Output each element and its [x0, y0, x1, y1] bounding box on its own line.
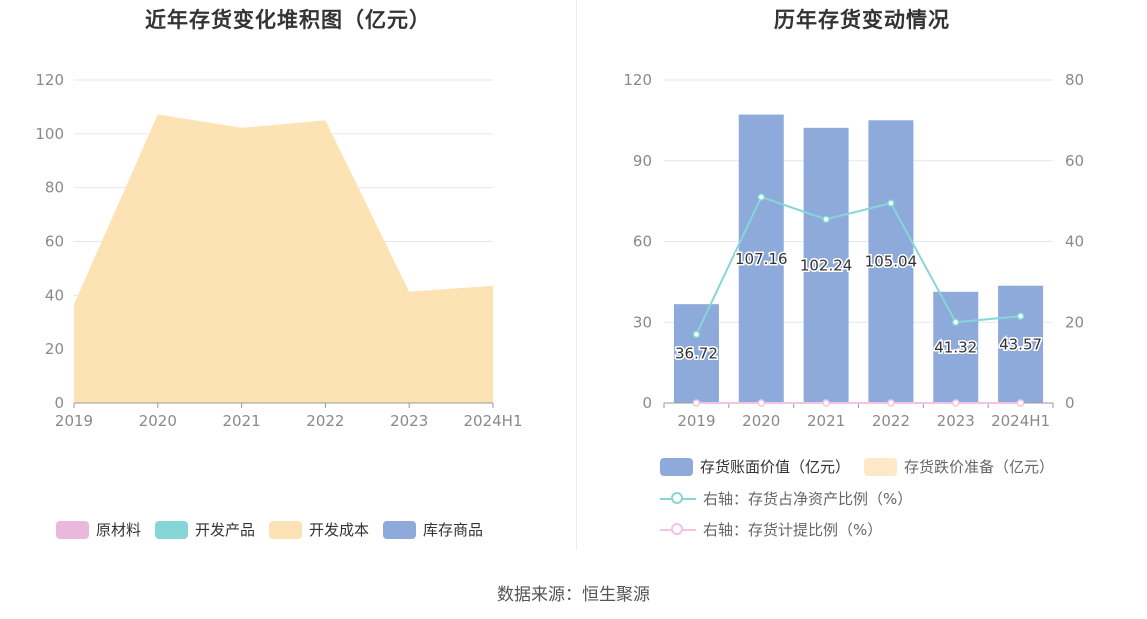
x-tick-label: 2023 [390, 412, 428, 430]
legend-label: 原材料 [96, 521, 142, 539]
legend-item-net-asset-ratio[interactable]: 右轴：存货占净资产比例（%） [660, 488, 912, 509]
right-chart-panel: 历年存货变动情况 0 30 60 90 120 0 20 40 60 80 2019 2020 2021… [577, 0, 1147, 550]
legend-swatch [56, 520, 89, 539]
x-tick-label: 2021 [223, 412, 261, 430]
line-point [757, 399, 765, 407]
panel-divider [576, 0, 577, 550]
line-point [822, 399, 830, 407]
y-left-tick-label: 0 [642, 394, 652, 412]
right-chart-title: 历年存货变动情况 [774, 8, 950, 32]
legend-item-provision-ratio[interactable]: 右轴：存货计提比例（%） [660, 519, 882, 540]
x-tick-label: 2024H1 [464, 412, 523, 430]
line-point [1016, 312, 1025, 320]
line-point [692, 399, 701, 407]
y-right-tick-label: 60 [1065, 152, 1084, 170]
line-point [887, 399, 895, 407]
legend-label: 右轴：存货计提比例（%） [703, 521, 883, 539]
bar-data-label: 107.16 [735, 250, 788, 268]
bar-data-label: 102.24 [800, 256, 853, 274]
line-point [887, 199, 895, 207]
bar [738, 114, 784, 403]
y-tick-label: 60 [45, 233, 64, 251]
x-tick-label: 2022 [872, 412, 910, 430]
data-source-footer: 数据来源：恒生聚源 [497, 585, 650, 605]
left-chart-legend: 原材料 开发产品 开发成本 库存商品 [56, 519, 497, 540]
line-point [952, 399, 960, 407]
left-chart-panel: 近年存货变化堆积图（亿元） 0 20 40 60 80 100 120 2019 2020 202… [0, 0, 576, 550]
y-tick-label: 80 [45, 179, 64, 197]
y-left-tick-label: 30 [633, 313, 652, 331]
legend-label: 库存商品 [423, 521, 484, 539]
y-left-tick-label: 120 [623, 71, 652, 89]
legend-swatch [660, 457, 693, 476]
y-right-tick-label: 40 [1065, 233, 1084, 251]
area-series-开发成本 [74, 114, 493, 403]
y-tick-label: 100 [35, 125, 64, 143]
line-point [952, 318, 960, 326]
right-legend-row-3: 右轴：存货计提比例（%） [660, 519, 896, 540]
legend-label: 存货跌价准备（亿元） [904, 458, 1055, 476]
right-legend-row-2: 右轴：存货占净资产比例（%） [660, 488, 926, 509]
y-tick-label: 120 [35, 71, 64, 89]
line-series [695, 195, 1021, 335]
y-tick-label: 20 [45, 340, 64, 358]
legend-label: 右轴：存货占净资产比例（%） [703, 490, 913, 508]
y-right-tick-label: 20 [1065, 313, 1084, 331]
bar-data-label: 43.57 [999, 335, 1042, 353]
legend-item-development-cost[interactable]: 开发成本 [269, 519, 369, 540]
x-tick-label: 2022 [306, 412, 344, 430]
legend-line-swatch [660, 490, 696, 508]
y-tick-label: 0 [54, 394, 64, 412]
legend-line-swatch [660, 521, 696, 539]
bar-data-label: 105.04 [865, 253, 918, 271]
legend-item-impairment[interactable]: 存货跌价准备（亿元） [864, 456, 1054, 477]
bar-data-label: 41.32 [934, 338, 977, 356]
y-right-tick-label: 0 [1065, 394, 1075, 412]
line-point [822, 215, 830, 224]
bar [933, 291, 979, 403]
y-left-tick-label: 60 [633, 233, 652, 251]
x-tick-label: 2021 [807, 412, 845, 430]
legend-item-inventory-goods[interactable]: 库存商品 [383, 519, 483, 540]
legend-label: 开发成本 [309, 521, 370, 539]
legend-swatch [383, 520, 417, 539]
y-right-tick-label: 80 [1065, 71, 1084, 89]
y-left-tick-label: 90 [633, 152, 652, 170]
bar [673, 304, 719, 403]
bar [998, 285, 1044, 403]
line-point [692, 330, 701, 339]
legend-swatch [155, 520, 189, 539]
legend-item-raw-materials[interactable]: 原材料 [56, 519, 141, 540]
legend-swatch [864, 457, 898, 476]
x-tick-label: 2024H1 [991, 412, 1050, 430]
legend-item-developed-products[interactable]: 开发产品 [155, 519, 255, 540]
x-tick-label: 2020 [139, 412, 177, 430]
line-point [1016, 399, 1025, 407]
left-chart-svg: 0 20 40 60 80 100 120 2019 2020 2021 2022 2023 2024H… [35, 71, 523, 430]
bar-data-label: 36.72 [675, 345, 718, 363]
y-tick-label: 40 [45, 286, 64, 304]
line-point [757, 193, 765, 201]
right-chart-svg: 0 30 60 90 120 0 20 40 60 80 2019 2020 2021 2022 2023 2… [623, 71, 1084, 430]
bar [803, 127, 849, 403]
legend-label: 开发产品 [195, 521, 256, 539]
legend-swatch [269, 520, 303, 539]
left-chart-title: 近年存货变化堆积图（亿元） [145, 8, 431, 32]
x-tick-label: 2020 [742, 412, 780, 430]
legend-label: 存货账面价值（亿元） [700, 458, 851, 476]
x-tick-label: 2023 [937, 412, 975, 430]
x-tick-label: 2019 [677, 412, 715, 430]
bar [868, 120, 914, 403]
x-tick-label: 2019 [55, 412, 93, 430]
legend-item-book-value[interactable]: 存货账面价值（亿元） [660, 456, 850, 477]
right-legend-row-1: 存货账面价值（亿元） 存货跌价准备（亿元） [660, 456, 1068, 477]
